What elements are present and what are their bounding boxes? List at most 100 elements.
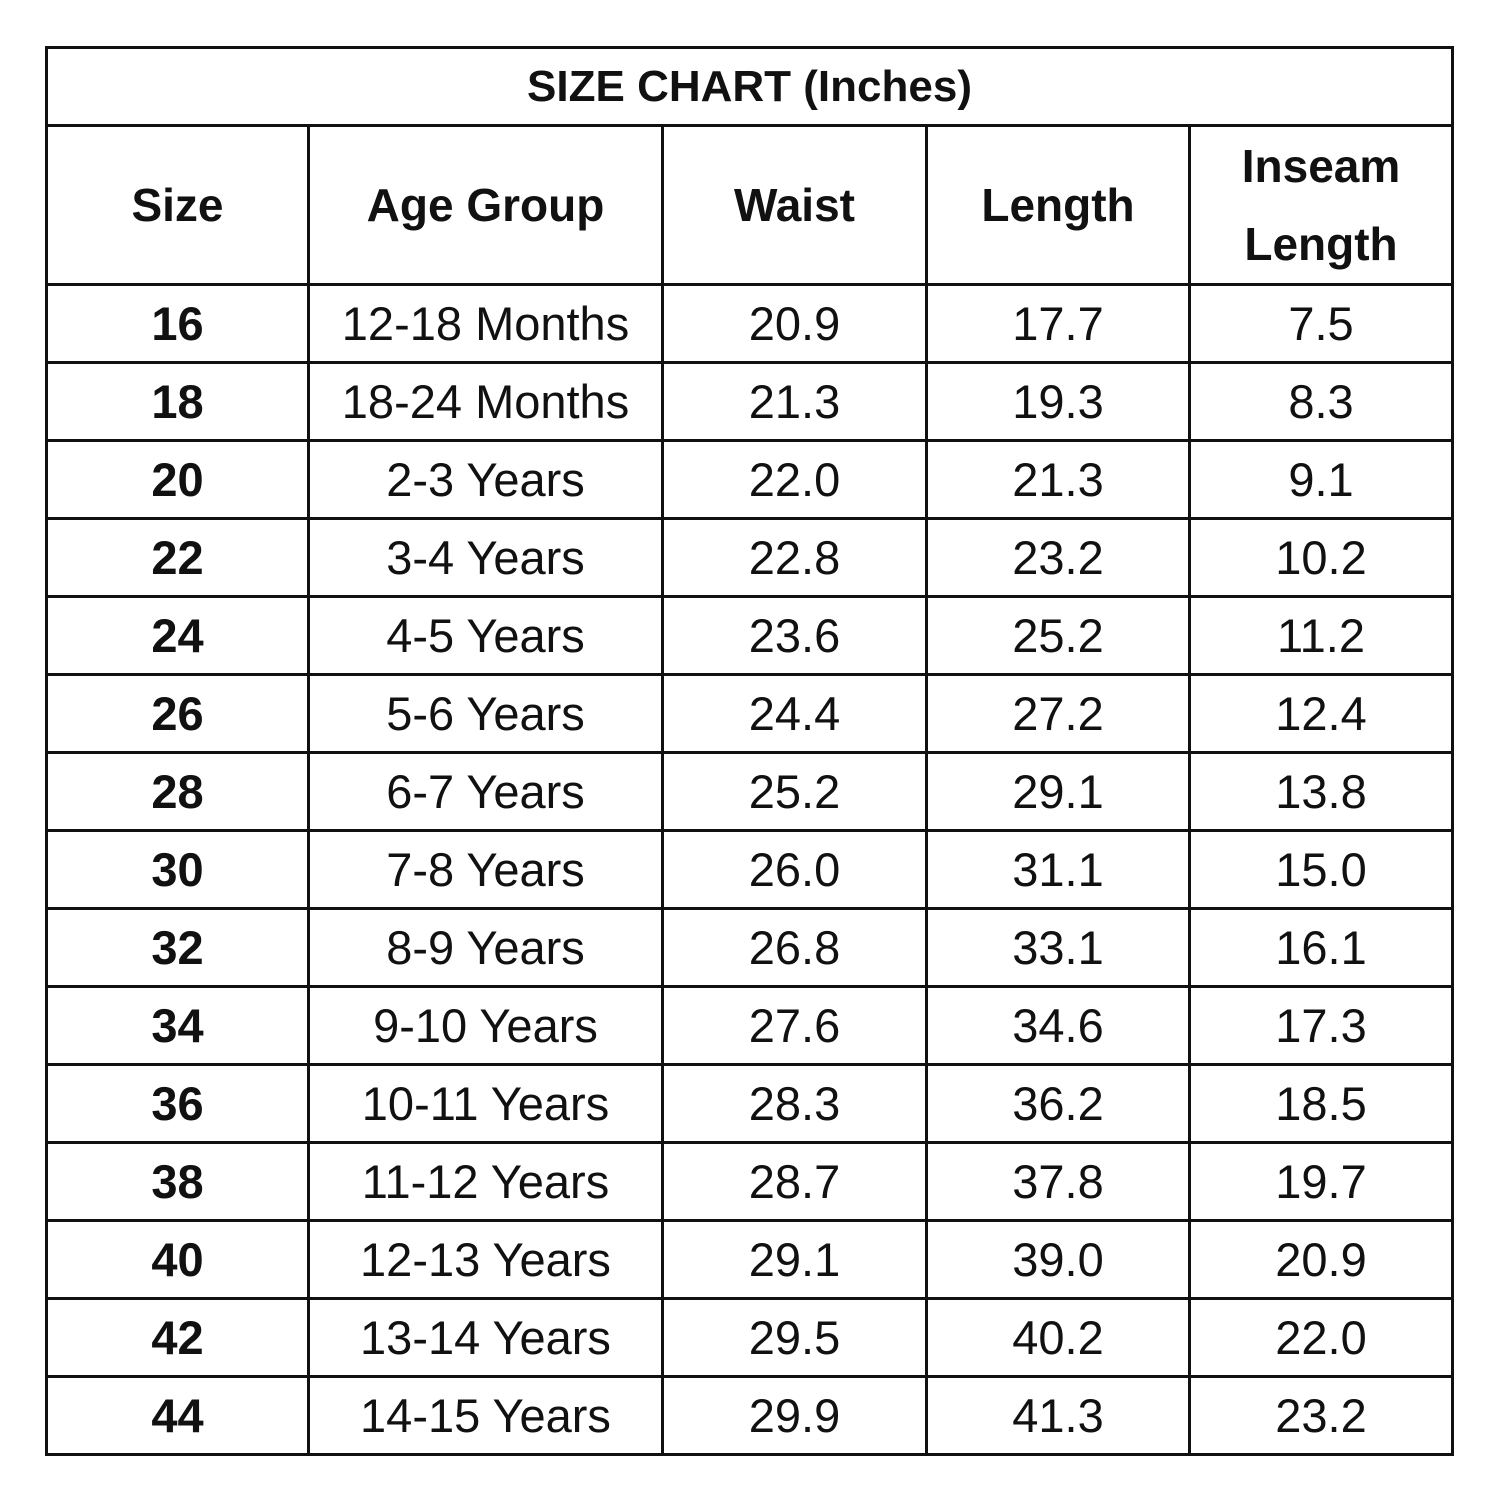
length-cell: 36.2: [925, 1063, 1191, 1145]
waist-cell: 26.0: [661, 829, 928, 911]
age-group-cell: 6-7 Years: [307, 751, 664, 833]
inseam-length-cell: 10.2: [1187, 517, 1455, 599]
table-row: 18 18-24 Months 21.3 19.3 8.3: [45, 361, 1455, 443]
size-cell: 40: [45, 1219, 310, 1301]
table-row: 40 12-13 Years 29.1 39.0 20.9: [45, 1219, 1455, 1301]
length-cell: 33.1: [925, 907, 1191, 989]
table-row: 30 7-8 Years 26.0 31.1 15.0: [45, 829, 1455, 911]
table-row: 22 3-4 Years 22.8 23.2 10.2: [45, 517, 1455, 599]
length-cell: 29.1: [925, 751, 1191, 833]
column-header-age-group: Age Group: [307, 123, 664, 287]
inseam-length-cell: 8.3: [1187, 361, 1455, 443]
table-row: 20 2-3 Years 22.0 21.3 9.1: [45, 439, 1455, 521]
inseam-length-cell: 9.1: [1187, 439, 1455, 521]
size-cell: 34: [45, 985, 310, 1067]
length-cell: 23.2: [925, 517, 1191, 599]
inseam-length-cell: 12.4: [1187, 673, 1455, 755]
age-group-cell: 14-15 Years: [307, 1375, 664, 1457]
table-row: 42 13-14 Years 29.5 40.2 22.0: [45, 1297, 1455, 1379]
table-row: 44 14-15 Years 29.9 41.3 23.2: [45, 1375, 1455, 1457]
waist-cell: 29.5: [661, 1297, 928, 1379]
waist-cell: 22.8: [661, 517, 928, 599]
size-cell: 26: [45, 673, 310, 755]
inseam-length-cell: 22.0: [1187, 1297, 1455, 1379]
age-group-cell: 3-4 Years: [307, 517, 664, 599]
size-cell: 22: [45, 517, 310, 599]
size-cell: 30: [45, 829, 310, 911]
length-cell: 41.3: [925, 1375, 1191, 1457]
age-group-cell: 11-12 Years: [307, 1141, 664, 1223]
inseam-length-cell: 13.8: [1187, 751, 1455, 833]
waist-cell: 28.7: [661, 1141, 928, 1223]
table-row: 28 6-7 Years 25.2 29.1 13.8: [45, 751, 1455, 833]
inseam-length-cell: 17.3: [1187, 985, 1455, 1067]
waist-cell: 29.9: [661, 1375, 928, 1457]
size-cell: 38: [45, 1141, 310, 1223]
size-cell: 18: [45, 361, 310, 443]
column-header-waist: Waist: [661, 123, 928, 287]
column-header-length: Length: [925, 123, 1191, 287]
waist-cell: 21.3: [661, 361, 928, 443]
length-cell: 31.1: [925, 829, 1191, 911]
age-group-cell: 5-6 Years: [307, 673, 664, 755]
inseam-length-cell: 20.9: [1187, 1219, 1455, 1301]
waist-cell: 29.1: [661, 1219, 928, 1301]
table-row: 16 12-18 Months 20.9 17.7 7.5: [45, 283, 1455, 365]
waist-cell: 24.4: [661, 673, 928, 755]
header-row: Size Age Group Waist Length Inseam Lengt…: [45, 123, 1455, 287]
length-cell: 19.3: [925, 361, 1191, 443]
age-group-cell: 8-9 Years: [307, 907, 664, 989]
age-group-cell: 12-13 Years: [307, 1219, 664, 1301]
size-cell: 28: [45, 751, 310, 833]
waist-cell: 22.0: [661, 439, 928, 521]
waist-cell: 26.8: [661, 907, 928, 989]
waist-cell: 23.6: [661, 595, 928, 677]
size-rows: 16 12-18 Months 20.9 17.7 7.5 18 18-24 M…: [45, 283, 1455, 1457]
size-cell: 42: [45, 1297, 310, 1379]
length-cell: 40.2: [925, 1297, 1191, 1379]
inseam-length-cell: 23.2: [1187, 1375, 1455, 1457]
age-group-cell: 18-24 Months: [307, 361, 664, 443]
table-row: 38 11-12 Years 28.7 37.8 19.7: [45, 1141, 1455, 1223]
inseam-length-cell: 16.1: [1187, 907, 1455, 989]
size-chart-table: SIZE CHART (Inches) Size Age Group Waist…: [44, 46, 1455, 1457]
size-cell: 32: [45, 907, 310, 989]
table-row: 36 10-11 Years 28.3 36.2 18.5: [45, 1063, 1455, 1145]
length-cell: 34.6: [925, 985, 1191, 1067]
age-group-cell: 12-18 Months: [307, 283, 664, 365]
inseam-length-cell: 7.5: [1187, 283, 1455, 365]
waist-cell: 28.3: [661, 1063, 928, 1145]
length-cell: 27.2: [925, 673, 1191, 755]
inseam-length-cell: 15.0: [1187, 829, 1455, 911]
length-cell: 17.7: [925, 283, 1191, 365]
age-group-cell: 13-14 Years: [307, 1297, 664, 1379]
age-group-cell: 7-8 Years: [307, 829, 664, 911]
column-header-size: Size: [45, 123, 310, 287]
length-cell: 25.2: [925, 595, 1191, 677]
age-group-cell: 2-3 Years: [307, 439, 664, 521]
table-row: 32 8-9 Years 26.8 33.1 16.1: [45, 907, 1455, 989]
title-row: SIZE CHART (Inches): [44, 46, 1455, 127]
inseam-length-cell: 18.5: [1187, 1063, 1455, 1145]
waist-cell: 25.2: [661, 751, 928, 833]
age-group-cell: 9-10 Years: [307, 985, 664, 1067]
chart-title: SIZE CHART (Inches): [44, 46, 1455, 127]
table-row: 34 9-10 Years 27.6 34.6 17.3: [45, 985, 1455, 1067]
length-cell: 37.8: [925, 1141, 1191, 1223]
age-group-cell: 4-5 Years: [307, 595, 664, 677]
inseam-length-cell: 11.2: [1187, 595, 1455, 677]
size-cell: 44: [45, 1375, 310, 1457]
table-row: 24 4-5 Years 23.6 25.2 11.2: [45, 595, 1455, 677]
size-cell: 20: [45, 439, 310, 521]
inseam-length-cell: 19.7: [1187, 1141, 1455, 1223]
size-cell: 24: [45, 595, 310, 677]
length-cell: 39.0: [925, 1219, 1191, 1301]
waist-cell: 27.6: [661, 985, 928, 1067]
waist-cell: 20.9: [661, 283, 928, 365]
size-cell: 16: [45, 283, 310, 365]
table-row: 26 5-6 Years 24.4 27.2 12.4: [45, 673, 1455, 755]
length-cell: 21.3: [925, 439, 1191, 521]
age-group-cell: 10-11 Years: [307, 1063, 664, 1145]
size-cell: 36: [45, 1063, 310, 1145]
column-header-inseam-length: Inseam Length: [1187, 123, 1455, 287]
